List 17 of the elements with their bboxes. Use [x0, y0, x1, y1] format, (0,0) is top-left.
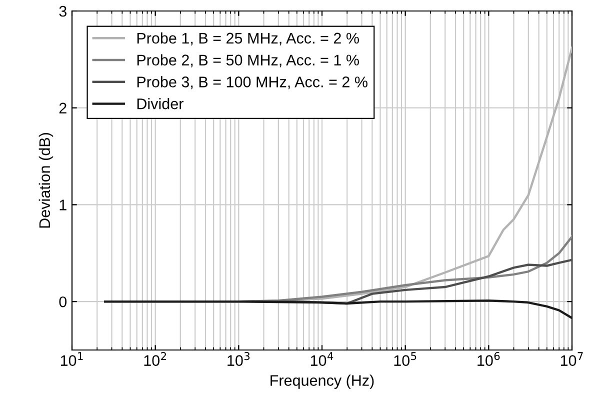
legend-label: Probe 1, B = 25 MHz, Acc. = 2 %: [137, 32, 359, 46]
x-tick-label: 10$^{5}$: [394, 352, 416, 366]
x-tick-label: 10$^{3}$: [228, 352, 250, 366]
legend-label: Probe 3, B = 100 MHz, Acc. = 2 %: [137, 76, 368, 90]
x-tick-label: 10$^{4}$: [310, 352, 334, 366]
x-tick-label: 10$^{7}$: [560, 352, 583, 366]
y-axis-title: Deviation (dB): [38, 133, 54, 228]
x-tick-label: 10$^{6}$: [478, 352, 500, 366]
y-tick-label: 3: [59, 6, 66, 17]
y-tick-label: 0: [59, 296, 67, 308]
legend-label: Probe 2, B = 50 MHz, Acc. = 1 %: [137, 54, 359, 68]
y-tick-label: 1: [60, 200, 66, 210]
legend-label: Divider: [137, 98, 184, 110]
y-tick-label: 2: [59, 102, 66, 114]
x-axis-title: Frequency (Hz): [270, 374, 374, 389]
x-tick-label: 10$^{1}$: [60, 352, 83, 366]
x-tick-label: 10$^{2}$: [144, 352, 166, 366]
